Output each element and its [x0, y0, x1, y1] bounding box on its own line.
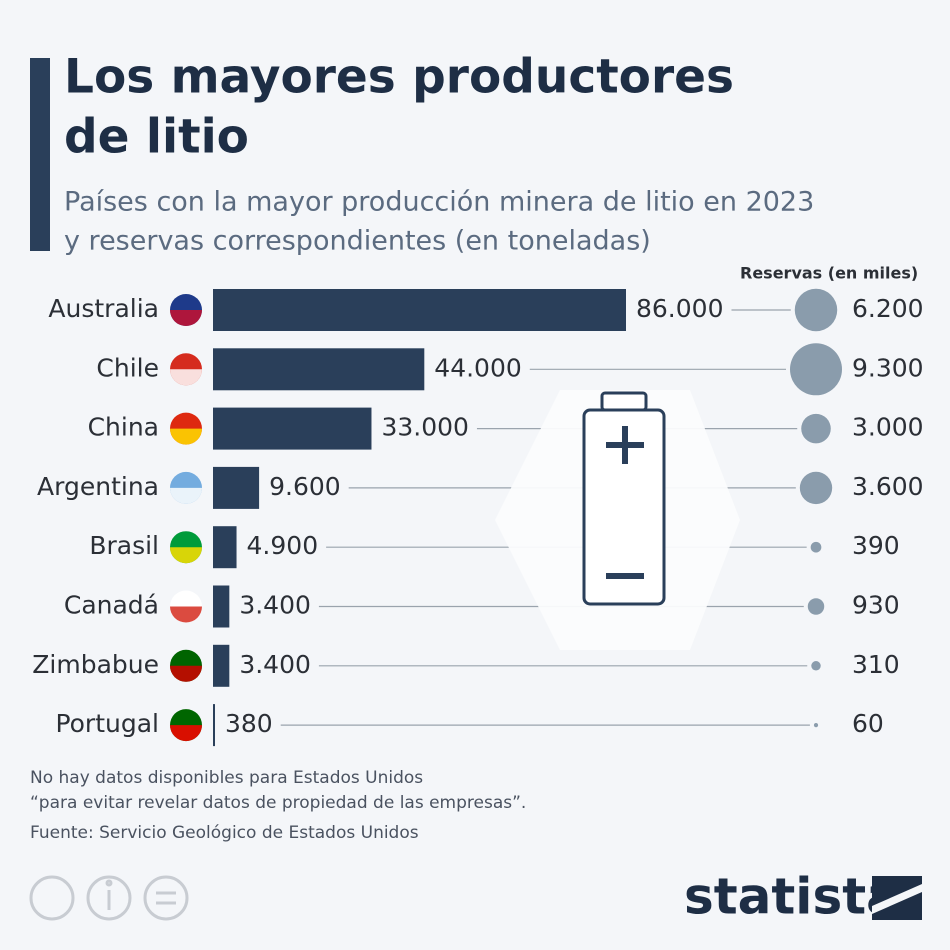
- bar: [213, 466, 260, 509]
- value-label: 380: [225, 709, 273, 738]
- value-label: 4.900: [247, 531, 319, 560]
- flag: [170, 428, 202, 445]
- battery-icon: [495, 390, 740, 650]
- bar: [213, 289, 626, 331]
- reserve-bubble: [799, 471, 833, 505]
- category-label: Canadá: [64, 591, 159, 620]
- flag: [170, 606, 202, 623]
- note: “para evitar revelar datos de propiedad …: [30, 793, 526, 813]
- reserve-label: 390: [852, 531, 900, 560]
- reserve-bubble: [790, 343, 842, 396]
- chart-subtitle: y reservas correspondientes (en tonelada…: [64, 226, 651, 257]
- category-label: Zimbabue: [32, 650, 159, 679]
- category-label: Argentina: [37, 472, 159, 501]
- legend-label: Reservas (en miles): [740, 264, 918, 283]
- bar: [213, 704, 215, 747]
- category-label: Australia: [48, 294, 159, 323]
- reserve-bubble: [811, 661, 821, 671]
- note: No hay datos disponibles para Estados Un…: [30, 768, 423, 788]
- chart-title: de litio: [64, 110, 249, 165]
- category-label: Brasil: [89, 531, 159, 560]
- value-label: 9.600: [269, 472, 341, 501]
- category-label: Portugal: [55, 709, 159, 738]
- bar: [213, 644, 230, 687]
- value-label: 3.400: [239, 591, 311, 620]
- flag: [170, 310, 202, 326]
- flag: [170, 547, 202, 564]
- license-icons: [29, 875, 189, 921]
- chart-subtitle: Países con la mayor producción minera de…: [64, 187, 814, 218]
- bar: [213, 585, 230, 628]
- reserve-label: 9.300: [852, 353, 924, 382]
- rows: Australia 86.000 6.200 Chile 44.000 9.300 Chin…: [32, 288, 924, 747]
- reserve-bubble: [807, 598, 825, 615]
- value-label: 3.400: [239, 650, 311, 679]
- flag: [170, 487, 202, 504]
- value-label: 86.000: [636, 294, 723, 323]
- value-label: 44.000: [434, 353, 521, 382]
- reserve-bubble: [813, 723, 819, 728]
- flag: [170, 369, 202, 386]
- flag: [170, 725, 202, 742]
- title-accent: [30, 58, 50, 251]
- bar: [213, 407, 372, 450]
- value-label: 33.000: [381, 413, 468, 442]
- reserve-label: 6.200: [852, 294, 924, 323]
- category-label: Chile: [96, 353, 159, 382]
- category-label: China: [88, 413, 159, 442]
- reserve-bubble: [810, 541, 822, 553]
- reserve-label: 930: [852, 591, 900, 620]
- chart-title: Los mayores productores: [64, 50, 734, 105]
- reserve-bubble: [794, 288, 838, 332]
- reserve-label: 60: [852, 709, 884, 738]
- brand-icon: [872, 876, 922, 920]
- reserve-bubble: [801, 413, 831, 444]
- bar: [213, 348, 425, 391]
- bar: [213, 526, 237, 569]
- reserve-label: 3.600: [852, 472, 924, 501]
- flag: [170, 665, 202, 682]
- reserve-label: 3.000: [852, 413, 924, 442]
- reserve-label: 310: [852, 650, 900, 679]
- brand-logo: statista: [684, 868, 900, 926]
- source: Fuente: Servicio Geológico de Estados Un…: [30, 823, 419, 843]
